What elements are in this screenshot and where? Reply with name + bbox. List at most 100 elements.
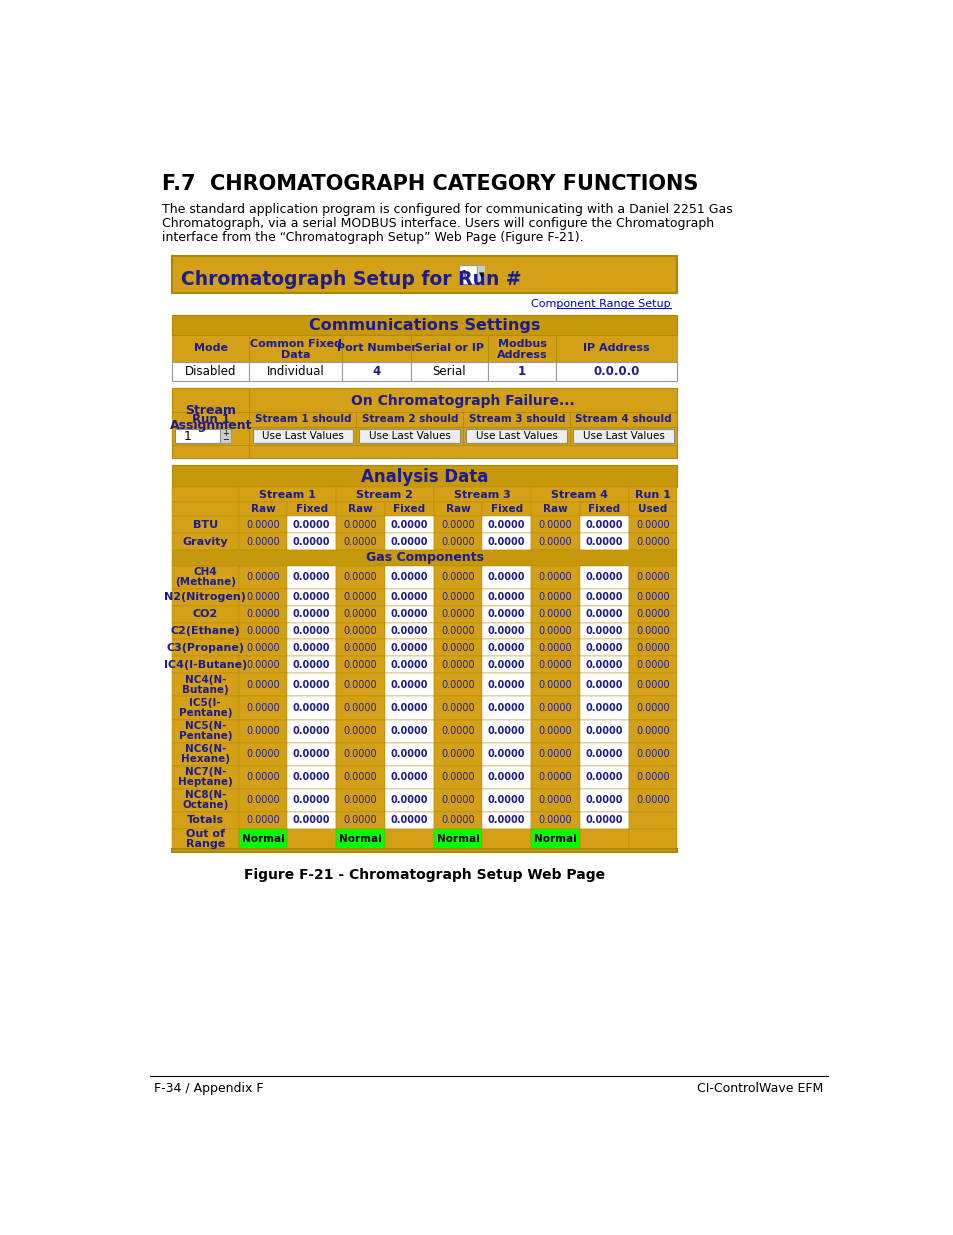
Text: Butane): Butane) xyxy=(182,685,229,695)
Bar xyxy=(628,640,677,656)
Bar xyxy=(482,766,531,789)
Bar xyxy=(482,829,531,848)
Bar xyxy=(628,766,677,789)
Bar xyxy=(570,411,677,427)
Text: 0.0000: 0.0000 xyxy=(538,572,572,582)
Bar xyxy=(531,487,628,503)
Bar xyxy=(238,697,287,720)
Text: 0.0000: 0.0000 xyxy=(585,815,622,825)
Bar xyxy=(628,789,677,811)
Bar xyxy=(476,266,484,284)
Text: 0.0000: 0.0000 xyxy=(440,726,475,736)
Bar xyxy=(287,742,335,766)
Bar xyxy=(335,656,384,673)
Text: 0.0000: 0.0000 xyxy=(538,703,572,713)
Text: Mode: Mode xyxy=(193,343,228,353)
Bar xyxy=(356,427,463,446)
Text: 0.0.0.0: 0.0.0.0 xyxy=(593,366,639,378)
Bar xyxy=(482,534,531,550)
Text: 0.0000: 0.0000 xyxy=(487,726,525,736)
Bar xyxy=(433,742,482,766)
Text: 0.0000: 0.0000 xyxy=(390,643,428,653)
Bar xyxy=(433,697,482,720)
Bar xyxy=(172,256,677,293)
Bar xyxy=(482,589,531,605)
Bar xyxy=(410,362,488,380)
Bar xyxy=(287,720,335,742)
Text: Data: Data xyxy=(281,350,311,359)
Text: 0.0000: 0.0000 xyxy=(293,572,330,582)
Text: 0.0000: 0.0000 xyxy=(390,520,428,530)
Bar xyxy=(433,589,482,605)
Bar xyxy=(287,534,335,550)
Bar xyxy=(531,656,579,673)
Text: 0.0000: 0.0000 xyxy=(440,520,475,530)
Bar xyxy=(335,534,384,550)
Bar xyxy=(628,829,677,848)
Bar xyxy=(335,766,384,789)
Bar xyxy=(384,656,433,673)
Text: 0.0000: 0.0000 xyxy=(293,703,330,713)
Bar xyxy=(573,430,674,443)
Text: 0.0000: 0.0000 xyxy=(538,592,572,603)
Text: 0.0000: 0.0000 xyxy=(343,795,376,805)
Bar xyxy=(249,389,677,411)
Bar xyxy=(531,829,579,848)
Bar xyxy=(482,622,531,640)
Bar xyxy=(531,516,579,534)
Text: Gas Components: Gas Components xyxy=(365,551,483,564)
Bar xyxy=(238,605,287,622)
Text: 0.0000: 0.0000 xyxy=(440,572,475,582)
Text: 0.0000: 0.0000 xyxy=(343,572,376,582)
Text: Stream 4: Stream 4 xyxy=(551,490,608,500)
Text: Gravity: Gravity xyxy=(182,537,228,547)
Text: IC5(I-: IC5(I- xyxy=(190,698,221,708)
Text: CO2: CO2 xyxy=(193,609,217,619)
Text: 0.0000: 0.0000 xyxy=(636,626,669,636)
Bar xyxy=(433,640,482,656)
Bar xyxy=(628,811,677,829)
Bar xyxy=(628,534,677,550)
Text: 0.0000: 0.0000 xyxy=(343,659,376,669)
Text: 0.0000: 0.0000 xyxy=(538,750,572,760)
Bar xyxy=(172,589,238,605)
Text: 0.0000: 0.0000 xyxy=(440,609,475,619)
Bar xyxy=(628,673,677,697)
Bar xyxy=(172,673,238,697)
Text: 0.0000: 0.0000 xyxy=(538,520,572,530)
Bar xyxy=(172,362,249,380)
Text: 0.0000: 0.0000 xyxy=(487,572,525,582)
Text: ▼: ▼ xyxy=(478,272,483,278)
Bar xyxy=(238,622,287,640)
Bar xyxy=(531,622,579,640)
Bar xyxy=(384,829,433,848)
Text: CH4: CH4 xyxy=(193,567,217,577)
Bar xyxy=(384,622,433,640)
Text: 0.0000: 0.0000 xyxy=(440,772,475,782)
Text: 0.0000: 0.0000 xyxy=(636,659,669,669)
Bar xyxy=(531,811,579,829)
Bar xyxy=(579,673,628,697)
Bar xyxy=(253,430,353,443)
Bar xyxy=(287,622,335,640)
Text: Component Range Setup: Component Range Setup xyxy=(531,299,670,309)
Text: 0.0000: 0.0000 xyxy=(585,750,622,760)
Text: 0.0000: 0.0000 xyxy=(246,609,279,619)
Bar xyxy=(410,335,488,362)
Text: 0.0000: 0.0000 xyxy=(246,643,279,653)
Text: Raw: Raw xyxy=(251,504,275,514)
Bar xyxy=(238,640,287,656)
Bar xyxy=(172,534,238,550)
Text: 0.0000: 0.0000 xyxy=(390,726,428,736)
Bar xyxy=(287,829,335,848)
Text: Chromatograph, via a serial MODBUS interface. Users will configure the Chromatog: Chromatograph, via a serial MODBUS inter… xyxy=(162,217,713,230)
Bar xyxy=(628,742,677,766)
Text: IC4(I-Butane): IC4(I-Butane) xyxy=(164,659,247,669)
Text: 0.0000: 0.0000 xyxy=(390,750,428,760)
Text: 0.0000: 0.0000 xyxy=(538,537,572,547)
Bar xyxy=(482,720,531,742)
Text: 1: 1 xyxy=(183,430,192,442)
Bar xyxy=(172,622,238,640)
Text: 0.0000: 0.0000 xyxy=(293,795,330,805)
Text: 0.0000: 0.0000 xyxy=(487,592,525,603)
